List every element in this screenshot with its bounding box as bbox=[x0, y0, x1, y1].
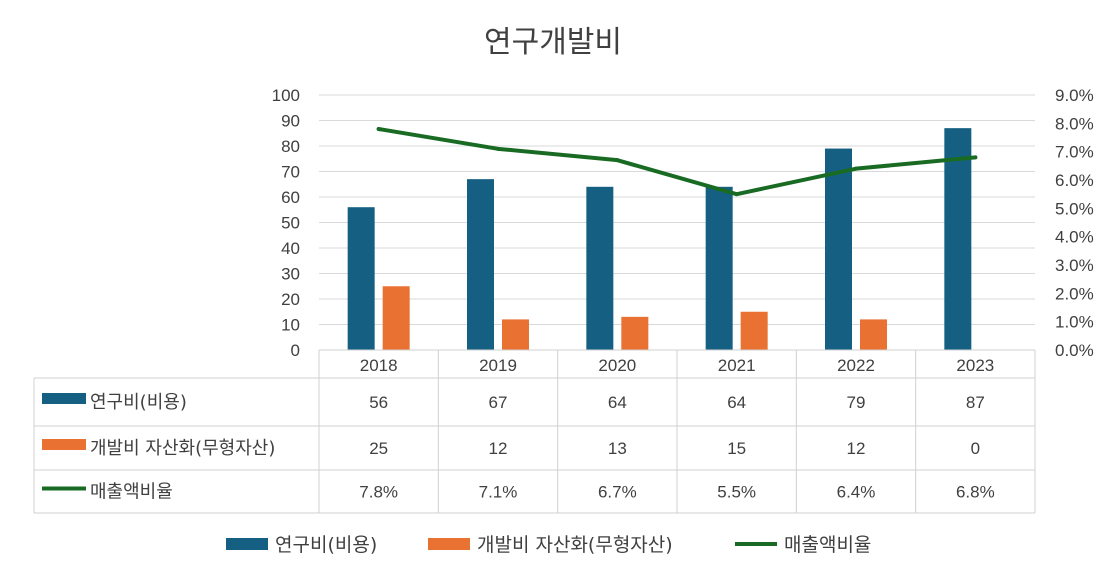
y2-tick-label: 7.0% bbox=[1055, 143, 1094, 162]
y-tick-label: 10 bbox=[281, 316, 300, 335]
y-tick-label: 50 bbox=[281, 214, 300, 233]
bar-research-2023 bbox=[944, 128, 972, 350]
y-tick-label: 40 bbox=[281, 239, 300, 258]
data-label-2021: 15 bbox=[727, 439, 746, 458]
category-label-2018: 2018 bbox=[360, 356, 398, 375]
y-tick-label: 0 bbox=[291, 341, 300, 360]
gridlines bbox=[319, 94, 1035, 325]
data-label-2019: 67 bbox=[489, 393, 508, 412]
y2-tick-label: 3.0% bbox=[1055, 256, 1094, 275]
y-axis-left: 0 10 20 30 40 50 60 70 80 90 100 bbox=[272, 86, 300, 360]
y-tick-label: 60 bbox=[281, 188, 300, 207]
bar-research-2020 bbox=[586, 186, 614, 350]
y2-tick-label: 4.0% bbox=[1055, 228, 1094, 247]
bars bbox=[347, 128, 972, 350]
bar-capitalized-2020 bbox=[621, 316, 649, 350]
y2-tick-label: 9.0% bbox=[1055, 86, 1094, 105]
data-label-2020: 64 bbox=[608, 393, 627, 412]
category-label-2020: 2020 bbox=[598, 356, 636, 375]
line-point-2020 bbox=[615, 158, 620, 163]
y2-tick-label: 0.0% bbox=[1055, 341, 1094, 360]
y2-tick-label: 8.0% bbox=[1055, 114, 1094, 133]
table-legend-key bbox=[42, 393, 86, 404]
category-label-2019: 2019 bbox=[479, 356, 517, 375]
chart-title: 연구개발비 bbox=[484, 25, 622, 60]
category-label-2021: 2021 bbox=[718, 356, 756, 375]
legend-key bbox=[226, 538, 268, 550]
y-tick-label: 20 bbox=[281, 290, 300, 309]
bar-research-2019 bbox=[467, 179, 494, 350]
y2-tick-label: 2.0% bbox=[1055, 284, 1094, 303]
legend: 연구비(비용) 개발비 자산화(무형자산) 매출액비율 bbox=[226, 534, 871, 556]
data-label-2022: 6.4% bbox=[837, 483, 876, 502]
line-point-2019 bbox=[496, 146, 500, 151]
category-label-2022: 2022 bbox=[837, 356, 875, 375]
data-label-2020: 6.7% bbox=[598, 483, 637, 502]
data-label-2022: 79 bbox=[847, 393, 866, 412]
data-label-2021: 64 bbox=[727, 393, 746, 412]
y-tick-label: 80 bbox=[281, 137, 300, 156]
table-row-label: 연구비(비용) bbox=[90, 392, 187, 413]
legend-entry: 연구비(비용) bbox=[275, 534, 377, 556]
y2-tick-label: 1.0% bbox=[1055, 313, 1094, 332]
table-row-label: 개발비 자산화(무형자산) bbox=[90, 438, 275, 459]
legend-key bbox=[428, 538, 470, 550]
bar-capitalized-2018 bbox=[382, 286, 410, 350]
y-tick-label: 30 bbox=[281, 265, 300, 284]
bar-capitalized-2019 bbox=[502, 319, 529, 350]
bar-capitalized-2021 bbox=[740, 311, 768, 350]
data-label-2018: 56 bbox=[369, 393, 388, 412]
line-point-2023 bbox=[973, 155, 978, 160]
y2-tick-label: 6.0% bbox=[1055, 171, 1094, 190]
data-label-2023: 6.8% bbox=[956, 483, 995, 502]
data-label-2019: 7.1% bbox=[479, 483, 518, 502]
bar-research-2018 bbox=[347, 207, 375, 350]
bar-research-2022 bbox=[825, 148, 852, 350]
data-label-2018: 7.8% bbox=[359, 483, 398, 502]
y-tick-label: 70 bbox=[281, 163, 300, 182]
data-label-2018: 25 bbox=[369, 439, 388, 458]
line-point-2018 bbox=[376, 127, 381, 131]
data-label-2019: 12 bbox=[489, 439, 508, 458]
y-axis-right: 0.0% 1.0% 2.0% 3.0% 4.0% 5.0% 6.0% 7.0% 8.0% 9.0% bbox=[1055, 86, 1094, 360]
legend-entry: 매출액비율 bbox=[784, 534, 871, 556]
category-label-2023: 2023 bbox=[956, 356, 994, 375]
bar-research-2021 bbox=[705, 186, 733, 350]
data-label-2023: 0 bbox=[971, 439, 980, 458]
table-legend-key bbox=[42, 439, 86, 450]
line-sales-ratio bbox=[376, 127, 978, 197]
line-point-2021 bbox=[734, 192, 739, 197]
legend-entry: 개발비 자산화(무형자산) bbox=[477, 534, 673, 556]
line-series bbox=[376, 127, 978, 197]
y-tick-label: 90 bbox=[281, 112, 300, 131]
y-tick-label: 100 bbox=[272, 86, 300, 105]
table-row-label: 매출액비율 bbox=[90, 482, 173, 503]
data-label-2023: 87 bbox=[966, 393, 985, 412]
data-table: 2018 2019 2020 2021 2022 2023 연구비(비용) 56 67 64 64 7… bbox=[33, 349, 1036, 514]
data-label-2021: 5.5% bbox=[717, 483, 756, 502]
data-label-2020: 13 bbox=[608, 439, 627, 458]
data-label-2022: 12 bbox=[847, 439, 866, 458]
y2-tick-label: 5.0% bbox=[1055, 199, 1094, 218]
line-point-2022 bbox=[854, 166, 858, 171]
bar-capitalized-2022 bbox=[860, 319, 887, 350]
